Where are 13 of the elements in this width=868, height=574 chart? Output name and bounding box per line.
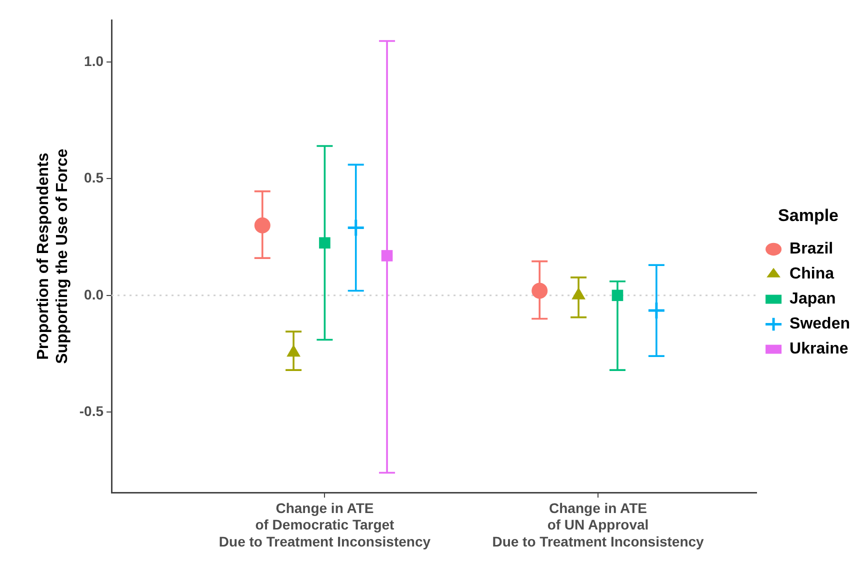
legend-label: Japan: [790, 290, 836, 308]
y-tick-label: -0.5: [79, 402, 104, 419]
y-tick-label: 0.5: [84, 170, 104, 186]
legend-title: Sample: [778, 206, 839, 225]
x-tick-label: Change in ATE of Democratic Target Due to Treatment Inconsistency: [218, 500, 431, 550]
legend-label: Sweden: [790, 316, 850, 333]
legend-label: Brazil: [790, 240, 834, 258]
legend-label: China: [790, 266, 834, 283]
x-tick-label: Change in ATE of UN Approval Due to Treatment Inconsistency: [492, 500, 704, 550]
y-axis-title: Proportion of Respondents Supporting the Use of Force: [35, 148, 72, 364]
legend-label: Ukraine: [790, 340, 848, 358]
y-tick-label: 0.0: [84, 286, 104, 302]
y-tick-label: 1.0: [84, 52, 104, 69]
